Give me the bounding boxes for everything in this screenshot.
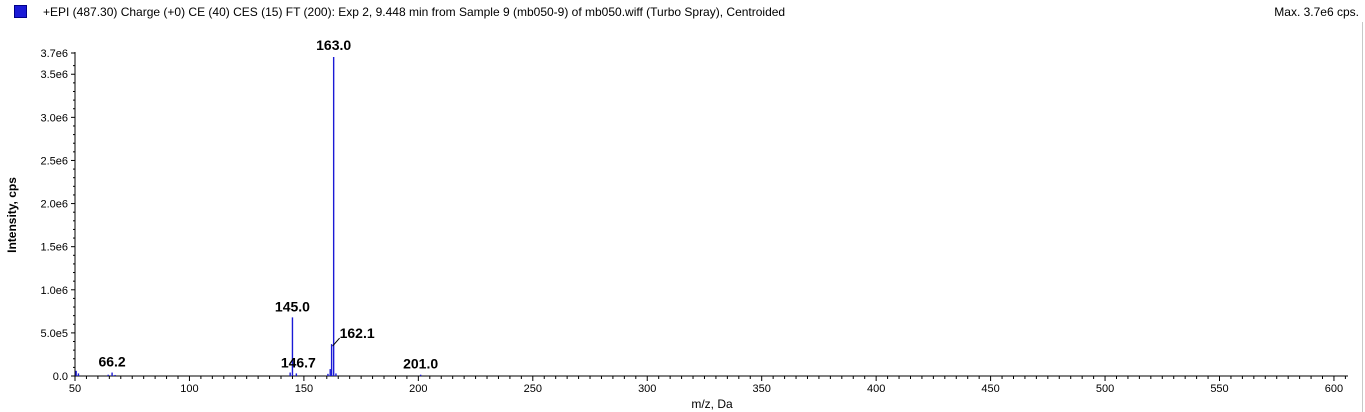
y-tick-label: 0.0 [53,371,68,383]
y-tick-label: 5.0e5 [40,328,68,340]
x-tick-label: 50 [69,383,81,395]
x-tick-label: 150 [295,383,313,395]
x-tick-label: 550 [1210,383,1228,395]
y-tick-label: 1.0e6 [40,285,68,297]
x-tick-label: 250 [524,383,542,395]
x-tick-label: 100 [180,383,198,395]
peak-label: 145.0 [275,298,310,314]
peak-label: 163.0 [316,37,351,53]
x-tick-label: 600 [1325,383,1343,395]
peak-label: 201.0 [403,356,438,372]
peak-bars [75,57,422,376]
x-tick-label: 350 [753,383,771,395]
y-tick-label: 1.5e6 [40,242,68,254]
max-intensity-label: Max. 3.7e6 cps. [1274,5,1359,19]
y-ticks: 0.0 5.0e5 1.0e6 1.5e6 2.0e6 2.5e6 3.0e6 3.5e6 3.… [40,48,75,383]
x-axis-title: m/z, Da [691,397,733,411]
peak-labels: 163.0 145.0 162.1 146.7 66.2 201.0 [98,37,438,372]
y-tick-label: 2.5e6 [40,155,68,167]
x-tick-label: 200 [409,383,427,395]
x-ticks: 50 100 150 200 250 300 350 400 450 500 550 600 [69,376,1346,395]
peak-label: 162.1 [340,325,375,341]
spectrum-title: +EPI (487.30) Charge (+0) CE (40) CES (1… [43,5,786,19]
y-tick-label: 3.5e6 [40,69,68,81]
peak-label-leader [332,337,340,347]
peak-label: 66.2 [98,354,125,370]
y-tick-label: 2.0e6 [40,199,68,211]
x-tick-label: 450 [981,383,999,395]
plot-frame-right [1362,22,1363,412]
y-tick-label: 3.0e6 [40,112,68,124]
series-color-swatch [14,5,27,18]
peak-label: 146.7 [281,354,316,370]
x-tick-label: 500 [1096,383,1114,395]
y-axis-title: Intensity, cps [5,177,19,253]
x-tick-label: 300 [638,383,656,395]
x-tick-label: 400 [867,383,885,395]
y-tick-label: 3.7e6 [40,48,68,60]
axes [74,52,1348,377]
